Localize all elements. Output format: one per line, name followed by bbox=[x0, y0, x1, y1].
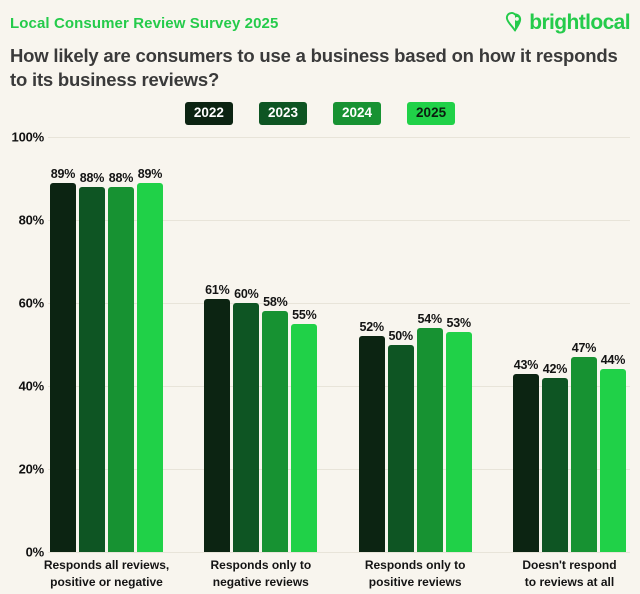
bar-value-label: 50% bbox=[388, 328, 413, 343]
bar-column-2023-group-2: 50% bbox=[387, 137, 414, 552]
bar-value-label: 88% bbox=[79, 170, 105, 185]
y-axis-label-40: 40% bbox=[18, 378, 45, 394]
bar-column-2024-group-3: 47% bbox=[570, 137, 597, 552]
category-label-2: Responds only to positive reviews bbox=[359, 557, 472, 592]
category-axis: Responds all reviews, positive or negativ… bbox=[44, 557, 626, 592]
bar-2022-group-0 bbox=[50, 182, 76, 552]
y-axis-label-100: 100% bbox=[11, 129, 45, 145]
bar-2024-group-0 bbox=[108, 186, 134, 552]
bar-group-0: 89% 88% 88% 89% bbox=[50, 137, 163, 552]
y-axis-label-60: 60% bbox=[18, 295, 45, 311]
category-label-line: Doesn't respond bbox=[522, 558, 617, 572]
bar-2023-group-1 bbox=[233, 303, 260, 552]
bar-column-2025-group-2: 53% bbox=[445, 137, 472, 552]
bar-2025-group-2 bbox=[445, 332, 472, 552]
gridline-0 bbox=[48, 552, 630, 553]
bar-value-label: 42% bbox=[542, 361, 568, 376]
bar-2022-group-2 bbox=[358, 336, 385, 552]
question-line-2: to its business reviews? bbox=[10, 69, 220, 91]
bar-value-label: 55% bbox=[292, 307, 317, 322]
bar-value-label: 89% bbox=[137, 166, 163, 181]
bar-column-2023-group-0: 88% bbox=[79, 137, 105, 552]
bar-column-2025-group-0: 89% bbox=[137, 137, 163, 552]
y-axis-label-0: 0% bbox=[25, 544, 45, 560]
gridline-40 bbox=[48, 386, 630, 387]
legend-item-2024: 2024 bbox=[333, 101, 382, 125]
bar-value-label: 43% bbox=[513, 357, 539, 372]
bar-value-label: 58% bbox=[263, 295, 288, 310]
legend-item-2022: 2022 bbox=[184, 101, 233, 125]
category-label-0: Responds all reviews, positive or negativ… bbox=[44, 557, 169, 592]
bar-2023-group-0 bbox=[79, 186, 105, 552]
bar-2023-group-2 bbox=[387, 344, 414, 552]
y-axis-label-20: 20% bbox=[18, 461, 45, 477]
bar-column-2022-group-0: 89% bbox=[50, 137, 76, 552]
bar-2024-group-2 bbox=[416, 327, 443, 552]
bar-value-label: 44% bbox=[600, 353, 626, 368]
plot-area: 0% 20% 40% 60% 80% 100% 89% 88% 88% 89% 61% 60% 58% 5… bbox=[12, 130, 630, 560]
category-label-line: Responds only to bbox=[210, 558, 312, 572]
bar-column-2024-group-2: 54% bbox=[416, 137, 443, 552]
bar-column-2023-group-3: 42% bbox=[541, 137, 568, 552]
legend-item-2025: 2025 bbox=[407, 101, 456, 125]
bar-value-label: 89% bbox=[50, 166, 76, 181]
bar-column-2024-group-1: 58% bbox=[262, 137, 289, 552]
legend-item-2023: 2023 bbox=[258, 101, 307, 125]
bar-2023-group-3 bbox=[541, 377, 568, 552]
brightlocal-logo: brightlocal bbox=[504, 11, 631, 36]
bar-2025-group-0 bbox=[137, 182, 163, 552]
question-line-1: How likely are consumers to use a busine… bbox=[10, 45, 618, 66]
chart-question-title: How likely are consumers to use a busine… bbox=[10, 44, 630, 93]
bar-2024-group-3 bbox=[570, 356, 597, 552]
bar-value-label: 53% bbox=[446, 316, 471, 331]
bar-2025-group-3 bbox=[599, 369, 626, 552]
legend: 2022 2023 2024 2025 bbox=[10, 101, 630, 125]
category-label-line: positive reviews bbox=[368, 575, 462, 590]
category-label-line: to reviews at all bbox=[524, 575, 615, 590]
bar-column-2022-group-2: 52% bbox=[358, 137, 385, 552]
bar-column-2025-group-1: 55% bbox=[291, 137, 318, 552]
bar-group-1: 61% 60% 58% 55% bbox=[204, 137, 318, 552]
bar-value-label: 61% bbox=[205, 282, 230, 297]
gridline-80 bbox=[48, 220, 630, 221]
gridline-60 bbox=[48, 303, 630, 304]
bar-column-2022-group-3: 43% bbox=[512, 137, 539, 552]
bar-group-3: 43% 42% 47% 44% bbox=[512, 137, 626, 552]
bar-column-2023-group-1: 60% bbox=[233, 137, 260, 552]
gridline-100 bbox=[48, 137, 630, 138]
bar-column-2024-group-0: 88% bbox=[108, 137, 134, 552]
category-label-line: Responds only to bbox=[364, 558, 466, 572]
bar-chart: 0% 20% 40% 60% 80% 100% 89% 88% 88% 89% 61% 60% 58% 5… bbox=[12, 130, 630, 560]
category-label-3: Doesn't respond to reviews at all bbox=[513, 557, 626, 592]
category-label-line: negative reviews bbox=[212, 575, 309, 590]
bar-value-label: 54% bbox=[417, 311, 442, 326]
category-label-line: positive or negative bbox=[50, 575, 163, 590]
brightlocal-logo-text: brightlocal bbox=[529, 11, 630, 34]
bar-groups: 89% 88% 88% 89% 61% 60% 58% 55% 52% 50% 54% 53% 43% 4… bbox=[50, 137, 626, 552]
bar-value-label: 60% bbox=[234, 287, 259, 301]
bar-2022-group-1 bbox=[204, 298, 231, 552]
bar-value-label: 47% bbox=[571, 340, 597, 355]
survey-title: Local Consumer Review Survey 2025 bbox=[10, 14, 279, 32]
brightlocal-pin-icon bbox=[504, 11, 526, 36]
bar-group-2: 52% 50% 54% 53% bbox=[358, 137, 472, 552]
bar-2022-group-3 bbox=[512, 373, 539, 552]
bar-2025-group-1 bbox=[291, 323, 318, 552]
header: Local Consumer Review Survey 2025 bright… bbox=[10, 10, 631, 36]
category-label-1: Responds only to negative reviews bbox=[204, 557, 317, 592]
bar-value-label: 88% bbox=[108, 170, 134, 185]
bar-column-2022-group-1: 61% bbox=[204, 137, 231, 552]
category-label-line: Responds all reviews, bbox=[43, 558, 170, 572]
gridline-20 bbox=[48, 469, 630, 470]
y-axis-label-80: 80% bbox=[18, 212, 45, 228]
bar-column-2025-group-3: 44% bbox=[599, 137, 626, 552]
bar-value-label: 52% bbox=[359, 320, 384, 335]
bar-2024-group-1 bbox=[262, 311, 289, 552]
